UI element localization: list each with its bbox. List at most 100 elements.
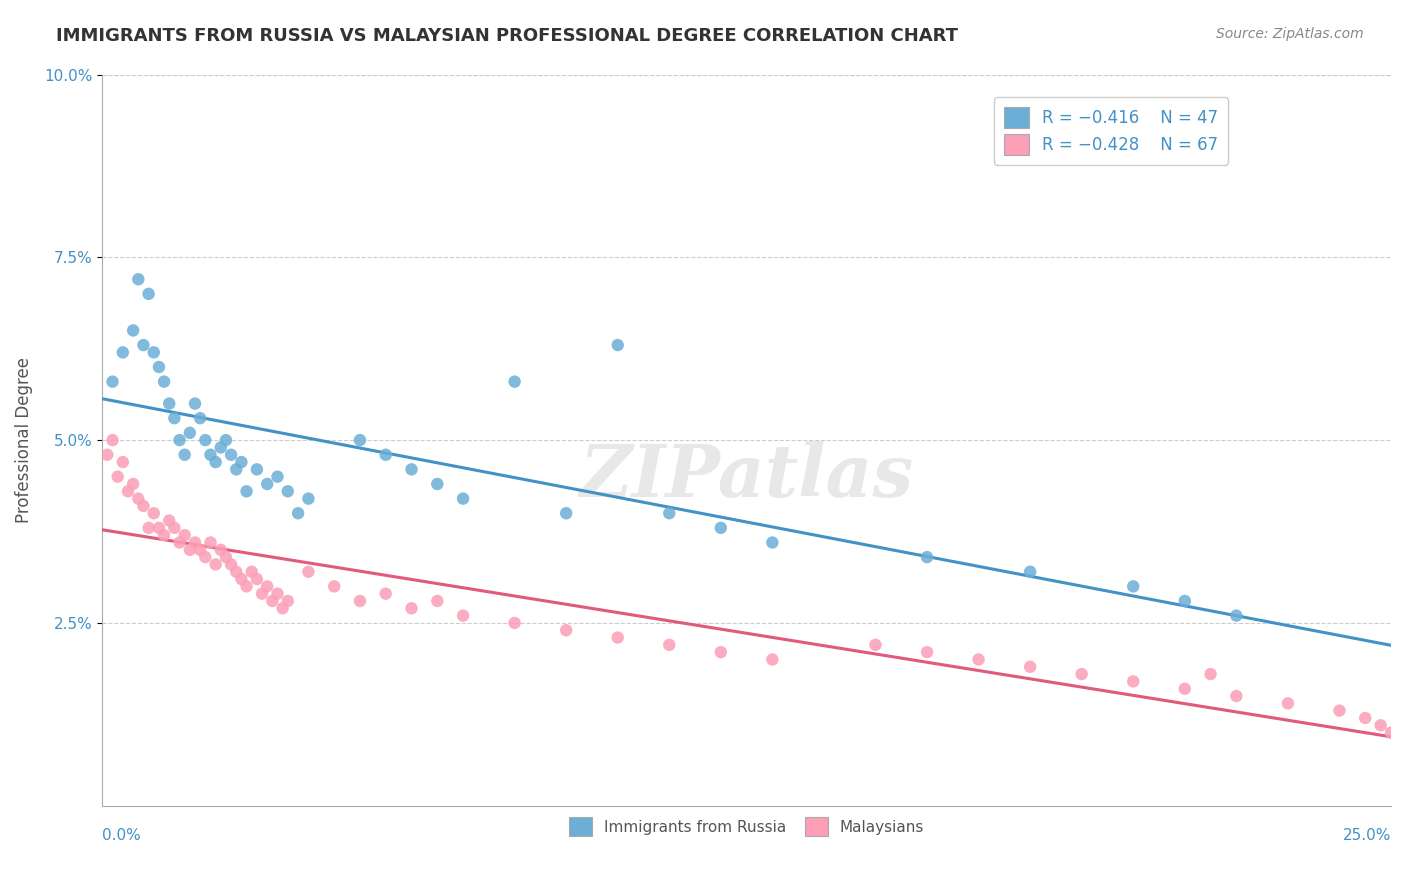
Point (277, 594, 299, 608)
Point (142, 506, 165, 520)
Point (967, 652, 990, 666)
Point (235, 484, 257, 499)
Point (1019, 660, 1042, 674)
Point (761, 652, 783, 666)
Point (200, 448, 222, 462)
Text: 0.0%: 0.0% (103, 828, 141, 843)
Point (1174, 594, 1197, 608)
Point (127, 491, 149, 506)
Point (287, 506, 309, 520)
Point (96, 448, 118, 462)
Point (169, 535, 191, 549)
Point (349, 433, 371, 447)
Point (503, 375, 526, 389)
Point (349, 594, 371, 608)
Point (451, 608, 474, 623)
Point (297, 491, 319, 506)
Point (266, 469, 288, 483)
Point (1225, 689, 1247, 703)
Point (235, 579, 257, 593)
Point (426, 594, 449, 608)
Point (503, 615, 526, 630)
Point (323, 579, 346, 593)
Point (1277, 697, 1299, 711)
Point (163, 411, 186, 425)
Point (142, 345, 165, 359)
Point (138, 286, 160, 301)
Point (157, 396, 180, 410)
Legend: Immigrants from Russia, Malaysians: Immigrants from Russia, Malaysians (562, 811, 931, 842)
Point (184, 535, 207, 549)
Point (555, 506, 578, 520)
Point (219, 558, 242, 572)
Point (132, 338, 155, 352)
Point (188, 542, 211, 557)
Point (271, 601, 294, 615)
Point (1379, 725, 1402, 739)
Point (122, 323, 145, 337)
Point (1225, 608, 1247, 623)
Point (111, 455, 134, 469)
Point (761, 535, 783, 549)
Y-axis label: Professional Degree: Professional Degree (15, 357, 32, 523)
Point (1199, 667, 1222, 681)
Point (107, 469, 129, 483)
Point (179, 425, 201, 440)
Point (215, 550, 238, 565)
Point (1391, 732, 1406, 747)
Point (225, 462, 247, 476)
Point (231, 572, 253, 586)
Point (250, 587, 273, 601)
Point (127, 272, 149, 286)
Point (374, 587, 396, 601)
Point (132, 499, 155, 513)
Point (194, 433, 217, 447)
Point (101, 375, 124, 389)
Point (374, 448, 396, 462)
Point (240, 565, 263, 579)
Point (266, 587, 288, 601)
Point (101, 433, 124, 447)
Point (173, 448, 195, 462)
Text: 25.0%: 25.0% (1343, 828, 1391, 843)
Text: IMMIGRANTS FROM RUSSIA VS MALAYSIAN PROFESSIONAL DEGREE CORRELATION CHART: IMMIGRANTS FROM RUSSIA VS MALAYSIAN PROF… (56, 27, 959, 45)
Point (277, 484, 299, 499)
Point (169, 433, 191, 447)
Point (148, 521, 170, 535)
Point (163, 521, 186, 535)
Point (215, 433, 238, 447)
Point (188, 411, 211, 425)
Point (225, 565, 247, 579)
Point (219, 448, 242, 462)
Point (606, 631, 628, 645)
Point (451, 491, 474, 506)
Point (1122, 579, 1144, 593)
Point (262, 594, 284, 608)
Point (710, 645, 733, 659)
Point (1174, 681, 1197, 696)
Point (401, 601, 423, 615)
Point (1369, 718, 1392, 732)
Point (658, 638, 681, 652)
Point (231, 455, 253, 469)
Point (194, 550, 217, 565)
Point (148, 359, 170, 374)
Text: Source: ZipAtlas.com: Source: ZipAtlas.com (1216, 27, 1364, 41)
Point (179, 542, 201, 557)
Point (246, 572, 269, 586)
Point (157, 514, 180, 528)
Point (173, 528, 195, 542)
Point (401, 462, 423, 476)
Point (256, 579, 278, 593)
Point (200, 535, 222, 549)
Point (658, 506, 681, 520)
Text: ZIPatlas: ZIPatlas (579, 442, 914, 512)
Point (204, 455, 226, 469)
Point (1019, 565, 1042, 579)
Point (606, 338, 628, 352)
Point (184, 396, 207, 410)
Point (209, 542, 232, 557)
Point (915, 645, 938, 659)
Point (426, 477, 449, 491)
Point (117, 484, 139, 499)
